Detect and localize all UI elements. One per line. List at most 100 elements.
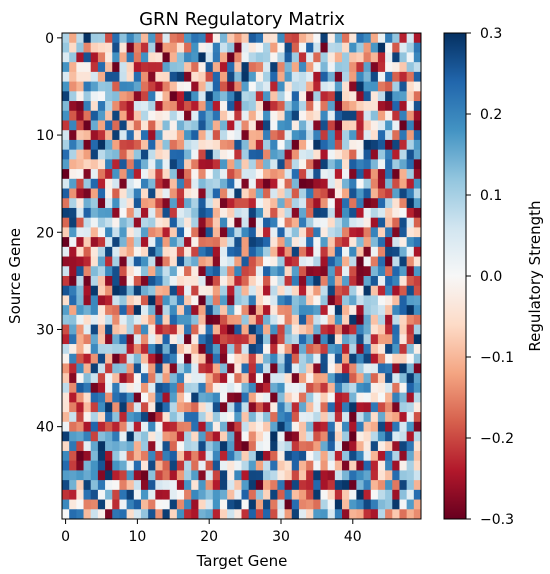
heatmap-cell (119, 509, 128, 520)
heatmap-cell (284, 149, 293, 160)
heatmap-cell (176, 130, 185, 141)
heatmap-cell (90, 460, 99, 471)
heatmap-cell (406, 392, 415, 403)
heatmap-cell (263, 431, 271, 442)
heatmap-cell (241, 188, 250, 199)
heatmap-cell (140, 363, 149, 374)
heatmap-cell (392, 353, 400, 364)
heatmap-cell (342, 382, 350, 394)
heatmap-cell (184, 431, 192, 442)
heatmap-cell (184, 373, 192, 384)
heatmap-cell (112, 266, 120, 277)
heatmap-cell (227, 421, 235, 432)
heatmap-cell (126, 33, 135, 44)
heatmap-cell (270, 139, 278, 151)
heatmap-cell (126, 412, 135, 423)
heatmap-cell (270, 441, 278, 452)
heatmap-cell (356, 52, 364, 63)
heatmap-cell (270, 353, 278, 364)
heatmap-cell (277, 42, 285, 53)
heatmap-cell (263, 256, 271, 267)
heatmap-cell (148, 363, 156, 374)
heatmap-cell (112, 470, 120, 481)
heatmap-cell (112, 363, 120, 374)
heatmap-cell (263, 314, 271, 325)
heatmap-cell (356, 139, 364, 151)
heatmap-cell (255, 421, 264, 432)
heatmap-cell (406, 334, 415, 345)
heatmap-cell (148, 120, 156, 131)
heatmap-cell (385, 344, 393, 355)
heatmap-cell (370, 421, 379, 432)
heatmap-cell (370, 324, 379, 335)
heatmap-cell (263, 421, 271, 432)
heatmap-cell (320, 217, 329, 228)
heatmap-cell (97, 412, 106, 423)
heatmap-cell (234, 334, 242, 345)
heatmap-cell (162, 101, 171, 112)
heatmap-cell (169, 227, 178, 238)
heatmap-cell (219, 62, 228, 73)
heatmap-cell (277, 276, 285, 287)
heatmap-cell (112, 91, 120, 102)
heatmap-cell (198, 276, 206, 287)
heatmap-cell (105, 373, 113, 384)
heatmap-cell (334, 101, 343, 112)
heatmap-cell (198, 178, 206, 189)
heatmap-cell (76, 198, 84, 209)
heatmap-cell (263, 392, 271, 403)
heatmap-cell (334, 499, 343, 510)
heatmap-cell (399, 149, 408, 160)
heatmap-cell (263, 295, 271, 306)
heatmap-cell (184, 489, 192, 500)
heatmap-cell (69, 169, 77, 180)
heatmap-cell (298, 91, 307, 102)
heatmap-cell (399, 431, 408, 442)
heatmap-cell (334, 33, 343, 44)
heatmap-cell (334, 159, 343, 170)
heatmap-cell (191, 256, 199, 267)
heatmap-cell (62, 324, 70, 335)
heatmap-cell (176, 207, 185, 219)
heatmap-cell (191, 62, 199, 73)
heatmap-cell (112, 353, 120, 364)
heatmap-cell (112, 441, 120, 452)
heatmap-cell (234, 101, 242, 112)
heatmap-cell (155, 81, 163, 92)
heatmap-cell (291, 392, 300, 403)
heatmap-cell (227, 314, 235, 325)
heatmap-cell (169, 285, 178, 296)
heatmap-cell (176, 33, 185, 44)
heatmap-cell (148, 81, 156, 92)
heatmap-cell (342, 207, 350, 219)
heatmap-cell (83, 480, 92, 491)
heatmap-cell (327, 91, 336, 102)
heatmap-cell (356, 480, 364, 491)
heatmap-cell (155, 159, 163, 170)
heatmap-cell (298, 480, 307, 491)
heatmap-cell (126, 120, 135, 131)
heatmap-cell (392, 344, 400, 355)
y-tick-label: 20 (36, 225, 54, 241)
heatmap-cell (284, 81, 293, 92)
heatmap-cell (241, 120, 250, 131)
heatmap-cell (320, 130, 329, 141)
heatmap-cell (191, 101, 199, 112)
heatmap-cell (212, 363, 221, 374)
heatmap-cell (140, 266, 149, 277)
heatmap-cell (76, 91, 84, 102)
heatmap-cell (90, 237, 99, 248)
heatmap-cell (248, 353, 257, 364)
heatmap-cell (370, 81, 379, 92)
heatmap-cell (370, 110, 379, 121)
heatmap-cell (76, 246, 84, 257)
heatmap-cell (76, 402, 84, 413)
heatmap-cell (255, 139, 264, 151)
heatmap-cell (370, 62, 379, 73)
heatmap-cell (270, 130, 278, 141)
heatmap-cell (356, 295, 364, 306)
heatmap-cell (148, 246, 156, 257)
heatmap-cell (255, 276, 264, 287)
heatmap-cell (198, 450, 206, 462)
heatmap-cell (270, 188, 278, 199)
